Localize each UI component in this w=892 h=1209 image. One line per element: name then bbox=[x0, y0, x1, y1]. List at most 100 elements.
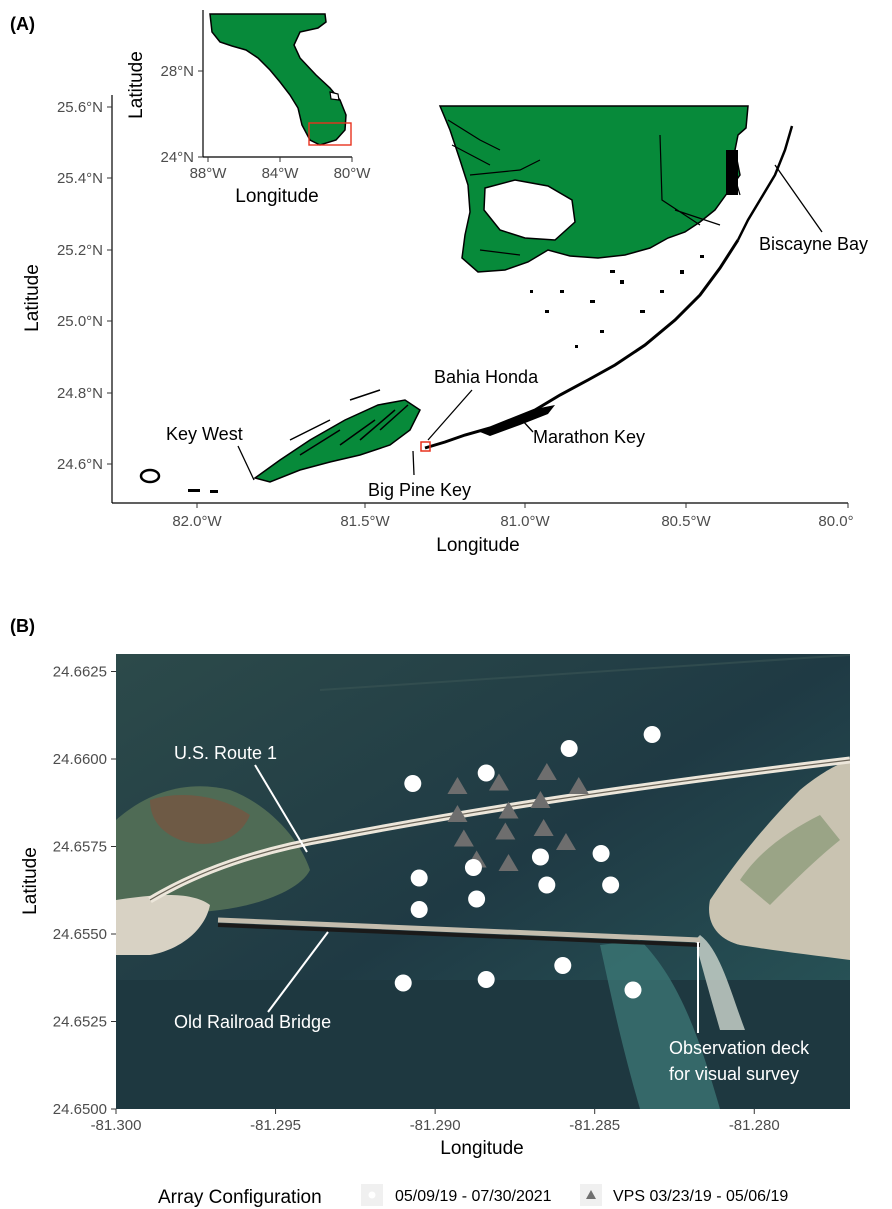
study-site-marker bbox=[420, 441, 431, 452]
label-marathon-key: Marathon Key bbox=[533, 427, 645, 447]
old-railroad-bridge-road bbox=[217, 917, 701, 943]
biscayne-leader bbox=[774, 164, 823, 233]
panel-b-y-tick-label: 24.6550 bbox=[53, 926, 107, 943]
legend-item-vps: VPS 03/23/19 - 05/06/19 bbox=[613, 1188, 788, 1205]
panel-a-x-tick-label: 80.5°W bbox=[661, 513, 711, 530]
receiver-marker bbox=[538, 876, 556, 894]
inset-x-tick-label: 88°W bbox=[190, 165, 228, 182]
panel-b-y-tick-label: 24.6575 bbox=[53, 839, 107, 856]
panel-a-x-tick-label: 82.0°W bbox=[172, 513, 222, 530]
vps-station-marker bbox=[530, 791, 551, 808]
legend-title: Array Configuration bbox=[158, 1187, 322, 1208]
panel-b-x-tick-label: -81.295 bbox=[250, 1117, 301, 1134]
vps-station-marker bbox=[447, 777, 468, 794]
label-us-route-1: U.S. Route 1 bbox=[174, 743, 277, 763]
panel-a-y-tick-label: 25.0°N bbox=[57, 313, 103, 330]
panel-b-y-tick-label: 24.6500 bbox=[53, 1101, 107, 1118]
receiver-marker bbox=[624, 981, 642, 999]
receiver-marker bbox=[404, 775, 422, 792]
panel-a-y-tick-label: 25.2°N bbox=[57, 242, 103, 259]
coastal-channels bbox=[447, 119, 741, 256]
panel-a-xlabel: Longitude bbox=[436, 535, 519, 556]
interior-wetland bbox=[483, 179, 576, 241]
panel-a-y-ticks: 25.6°N 25.4°N 25.2°N 25.0°N 24.8°N 24.6°N bbox=[57, 99, 112, 473]
panel-a-map: Biscayne Bay Bahia Honda Key West Marath… bbox=[139, 105, 868, 500]
inset-map: 28°N 24°N 88°W 84°W 80°W Longitude Latitude bbox=[126, 10, 371, 207]
receiver-marker bbox=[554, 957, 572, 974]
inset-lake bbox=[329, 91, 340, 101]
lower-keys-detail bbox=[289, 389, 409, 456]
vps-station-marker bbox=[533, 819, 554, 836]
florida-keys bbox=[424, 239, 740, 450]
bigpine-leader bbox=[412, 450, 415, 476]
receiver-marker bbox=[602, 876, 620, 894]
panel-a-x-tick-label: 80.0° bbox=[818, 513, 853, 530]
barrier-islands bbox=[736, 125, 794, 241]
route1-leader bbox=[254, 764, 308, 853]
panel-b-y-ticks: 24.6625 24.6600 24.6575 24.6550 24.6525 24.65… bbox=[53, 664, 116, 1118]
inset-x-tick-label: 80°W bbox=[334, 165, 372, 182]
vps-station-marker bbox=[536, 763, 557, 780]
panel-a-x-tick-label: 81.5°W bbox=[340, 513, 390, 530]
panel-b-x-tick-label: -81.290 bbox=[410, 1117, 461, 1134]
marathon-leader bbox=[521, 419, 534, 433]
bahia-leader bbox=[427, 389, 473, 441]
receiver-marker bbox=[477, 971, 495, 988]
label-observation-deck-2: for visual survey bbox=[669, 1064, 799, 1084]
receiver-marker bbox=[468, 890, 486, 908]
satellite-image bbox=[116, 654, 850, 1109]
vps-station-marker bbox=[488, 773, 509, 791]
panel-b-ylabel: Latitude bbox=[20, 847, 41, 915]
receiver-marker bbox=[410, 869, 428, 887]
receiver-marker bbox=[560, 740, 578, 757]
label-key-west: Key West bbox=[166, 424, 243, 444]
dark-region bbox=[726, 150, 738, 195]
panel-a-x-tick-label: 81.0°W bbox=[500, 513, 550, 530]
panel-b-xlabel: Longitude bbox=[440, 1138, 523, 1159]
receiver-marker bbox=[410, 901, 428, 918]
panel-a-y-tick-label: 24.6°N bbox=[57, 456, 103, 473]
florida-bay-banks bbox=[530, 255, 704, 348]
label-observation-deck-1: Observation deck bbox=[669, 1038, 810, 1058]
panel-a-y-tick-label: 25.4°N bbox=[57, 170, 103, 187]
panel-b-x-tick-label: -81.300 bbox=[91, 1117, 142, 1134]
panel-a-ylabel: Latitude bbox=[22, 264, 43, 332]
legend: Array Configuration 05/09/19 - 07/30/202… bbox=[158, 1184, 788, 1208]
receiver-marker bbox=[592, 845, 610, 862]
receiver-marker bbox=[643, 726, 661, 743]
panel-a-x-ticks: 82.0°W 81.5°W 81.0°W 80.5°W 80.0° bbox=[172, 503, 854, 530]
vps-station-marker bbox=[498, 801, 519, 819]
railroad-leader bbox=[267, 931, 329, 1013]
inset-y-ticks: 28°N 24°N bbox=[160, 63, 203, 166]
keywest-leader bbox=[237, 445, 255, 481]
legend-vps-symbol bbox=[586, 1190, 596, 1199]
panel-a-y-tick-label: 24.8°N bbox=[57, 385, 103, 402]
panel-b-x-ticks: -81.300 -81.295 -81.290 -81.285 -81.280 bbox=[91, 1109, 780, 1134]
vps-station-marker bbox=[495, 822, 516, 840]
label-bahia-honda: Bahia Honda bbox=[434, 367, 539, 387]
inset-x-ticks: 88°W 84°W 80°W bbox=[190, 157, 372, 182]
legend-item-receivers: 05/09/19 - 07/30/2021 bbox=[395, 1188, 552, 1205]
panel-b-y-tick-label: 24.6600 bbox=[53, 751, 107, 768]
panel-b-x-tick-label: -81.280 bbox=[729, 1117, 780, 1134]
panel-b-y-tick-label: 24.6625 bbox=[53, 664, 107, 681]
inset-y-tick-label: 28°N bbox=[160, 63, 194, 80]
panel-b-x-tick-label: -81.285 bbox=[569, 1117, 620, 1134]
receiver-marker bbox=[477, 764, 495, 782]
label-big-pine-key: Big Pine Key bbox=[368, 480, 471, 500]
inset-florida bbox=[209, 13, 347, 146]
panel-b-y-tick-label: 24.6525 bbox=[53, 1014, 107, 1031]
receiver-marker bbox=[531, 848, 549, 866]
vps-station-marker bbox=[453, 829, 474, 847]
panel-a-y-tick-label: 25.6°N bbox=[57, 99, 103, 116]
vps-station-marker bbox=[498, 854, 519, 871]
panel-b-markers bbox=[394, 726, 661, 999]
panel-b-label: (B) bbox=[10, 616, 35, 636]
receiver-marker bbox=[394, 974, 412, 992]
inset-ylabel: Latitude bbox=[126, 51, 147, 119]
receiver-marker bbox=[464, 859, 482, 876]
inset-xlabel: Longitude bbox=[235, 186, 318, 207]
panel-a-label: (A) bbox=[10, 14, 35, 34]
marathon-island bbox=[480, 405, 555, 436]
